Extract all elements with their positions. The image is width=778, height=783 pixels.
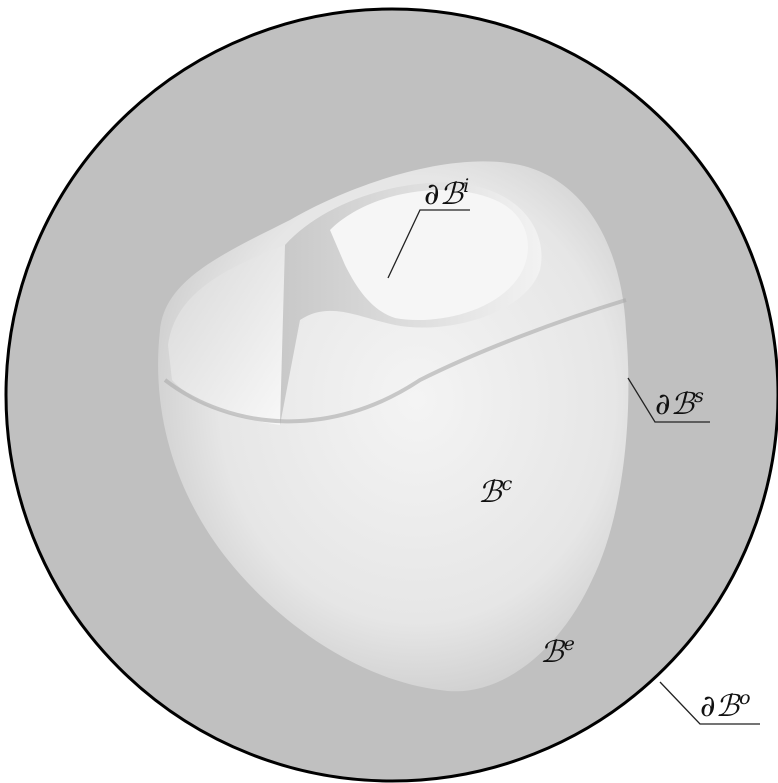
label-sup: c [502, 473, 513, 495]
label-base: ∂ℬ [424, 177, 466, 212]
label-sup: s [694, 385, 704, 407]
label-base: ℬ [478, 475, 504, 510]
label-sup: i [463, 175, 469, 197]
label-sup: o [739, 687, 750, 709]
label: ∂ℬo [700, 687, 751, 724]
figure: ∂ℬi ∂ℬs ℬc ℬe ∂ℬo [0, 0, 778, 783]
label: ∂ℬi [424, 175, 469, 212]
label-sup: e [564, 633, 575, 655]
label-base: ℬ [540, 635, 566, 670]
label-base: ∂ℬ [655, 387, 697, 422]
label-base: ∂ℬ [700, 689, 742, 724]
